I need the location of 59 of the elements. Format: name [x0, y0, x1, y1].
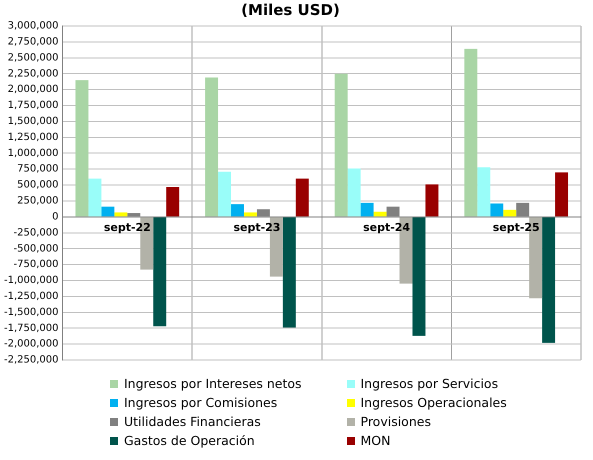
- y-tick-label: -1,500,000: [4, 306, 58, 318]
- legend-label: Ingresos Operacionales: [360, 395, 507, 410]
- y-tick-label: 500,000: [17, 180, 58, 191]
- y-tick-label: 2,500,000: [8, 52, 58, 64]
- bar: [425, 184, 438, 216]
- bar: [360, 202, 374, 216]
- bar: [490, 203, 504, 216]
- legend-label: Ingresos por Servicios: [360, 376, 498, 391]
- bar: [153, 217, 166, 326]
- legend-label: Ingresos por Intereses netos: [124, 376, 302, 391]
- bar: [334, 74, 348, 216]
- y-tick-label: -250,000: [14, 227, 58, 238]
- bar: [205, 78, 218, 216]
- x-tick-label: sept-24: [363, 221, 410, 234]
- bar: [282, 217, 296, 328]
- bar: [477, 167, 490, 216]
- bar: [101, 206, 114, 216]
- chart-title: (Miles USD): [241, 0, 340, 19]
- bar: [114, 212, 128, 216]
- y-tick-label: -1,250,000: [4, 290, 58, 302]
- bar: [374, 212, 387, 216]
- y-tick-label: 1,000,000: [8, 148, 58, 159]
- bar: [348, 168, 361, 216]
- x-tick-label: sept-25: [492, 221, 540, 234]
- y-tick-label: 2,250,000: [8, 68, 58, 80]
- bar: [231, 204, 244, 216]
- y-tick-label: 2,750,000: [8, 36, 58, 48]
- bar: [296, 178, 309, 216]
- y-tick-label: 250,000: [17, 196, 58, 207]
- legend-label: Gastos de Operación: [124, 433, 255, 448]
- y-tick-label: -1,750,000: [4, 322, 58, 334]
- y-tick-label: 1,750,000: [8, 100, 58, 112]
- bar: [412, 217, 426, 336]
- bar: [75, 80, 88, 216]
- y-tick-label: -2,250,000: [4, 354, 58, 366]
- legend-label: MON: [360, 433, 390, 448]
- legend-label: Ingresos por Comisiones: [124, 395, 278, 410]
- y-tick-label: 2,000,000: [8, 84, 58, 96]
- bar: [244, 212, 257, 216]
- bar: [464, 48, 478, 216]
- bar: [542, 217, 556, 343]
- legend-label: Utilidades Financieras: [124, 414, 261, 429]
- y-tick-label: 0: [52, 211, 58, 222]
- y-tick-label: 1,500,000: [8, 116, 58, 128]
- legend-label: Provisiones: [360, 414, 431, 429]
- y-tick-label: 3,000,000: [8, 20, 58, 32]
- bar: [555, 172, 568, 216]
- bar: [166, 186, 180, 216]
- x-tick-label: sept-22: [104, 221, 151, 234]
- bar: [88, 178, 102, 216]
- x-tick-label: sept-23: [233, 221, 280, 234]
- y-tick-label: -750,000: [14, 259, 58, 270]
- y-tick-label: -1,000,000: [4, 275, 58, 286]
- y-tick-label: -500,000: [14, 243, 58, 254]
- y-tick-label: -2,000,000: [4, 338, 58, 350]
- y-tick-label: 1,250,000: [8, 132, 58, 143]
- y-tick-label: 750,000: [17, 164, 58, 175]
- bar: [218, 172, 232, 216]
- bar: [503, 210, 516, 216]
